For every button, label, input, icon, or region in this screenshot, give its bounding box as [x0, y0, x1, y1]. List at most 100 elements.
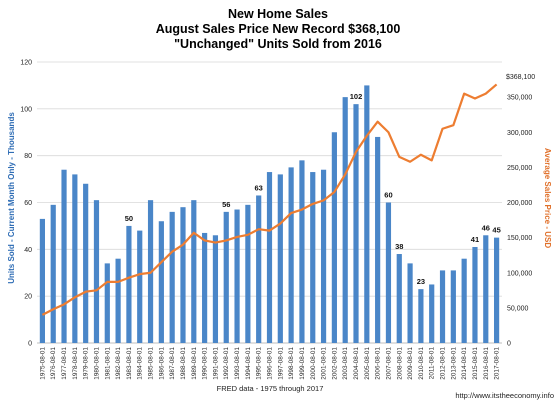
- y-tick-left: 120: [20, 60, 32, 67]
- y-tick-left: 40: [24, 247, 32, 254]
- y-tick-right: 100,000: [507, 270, 532, 277]
- bar: [137, 230, 143, 343]
- bar: [39, 218, 46, 343]
- bar: [126, 225, 132, 343]
- price-annotation: $368,100: [506, 74, 535, 81]
- bar: [331, 132, 337, 343]
- y-tick-right: 50,000: [507, 305, 529, 312]
- bar: [223, 211, 229, 343]
- x-tick-label: 1993-08-01: [234, 347, 241, 380]
- bar: [104, 263, 110, 343]
- y-tick-right: 250,000: [507, 165, 532, 172]
- bar-data-label: 63: [255, 183, 263, 192]
- x-tick-label: 1990-08-01: [202, 347, 209, 380]
- bar-data-label: 41: [471, 235, 479, 244]
- left-axis-ticks: 0 20 40 60 80 100 120: [20, 60, 32, 348]
- x-tick-label: 2002-08-01: [331, 347, 338, 380]
- y-tick-left: 20: [24, 294, 32, 301]
- bar: [212, 235, 219, 343]
- x-tick-label: 1981-08-01: [104, 347, 111, 380]
- bar-data-label: 102: [350, 92, 363, 101]
- x-tick-label: 2007-08-01: [385, 347, 392, 380]
- bar: [396, 254, 402, 343]
- x-tick-label: 1987-08-01: [169, 347, 176, 380]
- x-tick-label: 2017-08-01: [494, 347, 501, 380]
- x-tick-label: 2009-08-01: [407, 347, 414, 380]
- bar-data-label: 50: [125, 214, 133, 223]
- x-tick-label: 2014-08-01: [461, 347, 468, 380]
- x-tick-label: 2013-08-01: [450, 347, 457, 380]
- title-line-2: August Sales Price New Record $368,100: [156, 22, 401, 36]
- price-line: [41, 83, 498, 316]
- x-tick-label: 2006-08-01: [375, 347, 382, 380]
- x-tick-label: 2016-08-01: [483, 347, 490, 380]
- bar: [191, 200, 197, 343]
- x-tick-label: 1996-08-01: [267, 347, 274, 380]
- bar: [93, 200, 100, 343]
- bar-data-label: 56: [222, 200, 230, 209]
- x-tick-label: 1985-08-01: [148, 347, 155, 380]
- x-tick-label: 1994-08-01: [245, 347, 252, 380]
- bar: [158, 221, 164, 343]
- x-axis-label: FRED data - 1975 through 2017: [217, 384, 324, 393]
- x-tick-label: 2010-08-01: [418, 347, 425, 380]
- bar: [61, 169, 67, 343]
- bar: [310, 172, 316, 343]
- bar: [180, 207, 186, 343]
- bar: [50, 204, 56, 343]
- x-tick-label: 2004-08-01: [353, 347, 360, 380]
- bar: [320, 169, 327, 343]
- x-tick-label: 2000-08-01: [310, 347, 317, 380]
- bar-series: [39, 85, 500, 344]
- x-tick-label: 2008-08-01: [396, 347, 403, 380]
- source-url: http://www.itstheeconomy.info: [455, 391, 554, 400]
- x-tick-label: 2011-08-01: [429, 347, 436, 380]
- y-axis-right-label: Average Sales Price - USD: [543, 148, 552, 248]
- y-tick-right: 300,000: [507, 130, 532, 137]
- chart-title: New Home Sales August Sales Price New Re…: [156, 7, 401, 51]
- x-tick-label: 1988-08-01: [180, 347, 187, 380]
- bar: [353, 104, 359, 344]
- title-line-3: "Unchanged" Units Sold from 2016: [174, 37, 382, 51]
- bar: [169, 211, 175, 343]
- bar-data-label: 60: [384, 191, 392, 200]
- bar: [115, 258, 121, 343]
- y-tick-right: 200,000: [507, 200, 532, 207]
- x-tick-label: 1976-08-01: [50, 347, 57, 380]
- bar: [299, 160, 305, 343]
- y-tick-right: 350,000: [507, 95, 532, 102]
- bar: [450, 270, 456, 343]
- x-tick-label: 1975-08-01: [39, 347, 46, 380]
- x-tick-label: 1977-08-01: [61, 347, 68, 380]
- bar: [483, 235, 489, 343]
- bar: [385, 202, 392, 343]
- price-line-series: [41, 83, 498, 316]
- bar: [493, 237, 500, 343]
- y-tick-left: 60: [24, 200, 32, 207]
- bar: [72, 174, 78, 343]
- bar-data-label: 23: [417, 277, 425, 286]
- bar: [429, 284, 435, 343]
- x-tick-label: 1979-08-01: [83, 347, 90, 380]
- bar: [418, 289, 424, 343]
- bar: [288, 167, 294, 343]
- y-tick-right: 0: [507, 341, 511, 348]
- bar: [234, 209, 240, 343]
- x-tick-label: 1986-08-01: [158, 347, 165, 380]
- bar-data-label: 46: [482, 223, 490, 232]
- bar: [266, 172, 273, 343]
- x-tick-label: 1991-08-01: [212, 347, 219, 380]
- bar: [202, 232, 208, 343]
- bar: [364, 85, 370, 344]
- bar: [375, 136, 381, 343]
- y-tick-left: 0: [28, 341, 32, 348]
- y-axis-left-label: Units Sold - Current Month Only - Thousa…: [7, 112, 16, 284]
- x-tick-label: 1980-08-01: [93, 347, 100, 380]
- x-tick-label: 1978-08-01: [72, 347, 79, 380]
- x-tick-label: 2001-08-01: [321, 347, 328, 380]
- x-tick-label: 2012-08-01: [440, 347, 447, 380]
- bar: [83, 183, 89, 343]
- bar: [256, 195, 262, 343]
